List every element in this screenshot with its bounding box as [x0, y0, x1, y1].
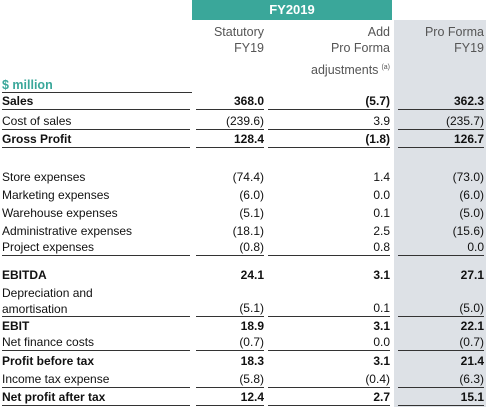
table-value: (235.7) [398, 114, 484, 130]
row-label: Net finance costs [2, 335, 190, 351]
table-value: 27.1 [460, 268, 484, 282]
table-value: (5.7) [268, 94, 390, 110]
table-value: (0.7) [196, 335, 264, 351]
table-value: 15.1 [398, 390, 484, 406]
unit-label: $ million [2, 78, 192, 93]
column-header-line: Pro Forma [330, 41, 390, 55]
column-header-line: Pro Forma [424, 25, 484, 39]
row-label: Warehouse expenses [2, 206, 118, 220]
table-value: 362.3 [398, 94, 484, 110]
table-value: 21.4 [460, 354, 484, 368]
table-value: 2.7 [268, 390, 390, 406]
table-value: (5.1) [239, 206, 264, 220]
table-value: 3.1 [373, 319, 390, 333]
table-value: 3.1 [373, 354, 390, 368]
table-value: 0.8 [268, 240, 390, 256]
row-label: EBITDA [2, 268, 47, 282]
table-value: 2.5 [373, 224, 390, 238]
row-label: EBIT [2, 319, 30, 333]
row-label: Depreciation and amortisation [2, 285, 190, 317]
table-value: (5.0) [459, 206, 484, 220]
table-value: (15.6) [452, 224, 484, 238]
table-value: 0.1 [268, 285, 390, 317]
table-value: 24.1 [240, 268, 264, 282]
table-value: (0.8) [196, 240, 264, 256]
column-header-line: adjustments (a) [311, 63, 390, 78]
table-value: 0.0 [373, 188, 390, 202]
table-value: (6.0) [239, 188, 264, 202]
column-header-line: Statutory [213, 25, 264, 39]
table-value: (239.6) [196, 114, 264, 130]
table-value: (73.0) [452, 170, 484, 184]
row-label: Income tax expense [2, 372, 190, 388]
table-value: (5.1) [196, 285, 264, 317]
table-value: (5.0) [398, 285, 484, 317]
table-value: 0.0 [268, 335, 390, 351]
column-header-line: FY19 [234, 41, 264, 55]
table-value: 18.3 [240, 354, 264, 368]
table-value: (0.4) [268, 372, 390, 388]
column-header: Add Pro Forma adjustments (a) [268, 24, 390, 78]
period-header: FY2019 [192, 0, 392, 20]
footnote-marker: (a) [381, 64, 390, 71]
table-value: 0.0 [398, 240, 484, 256]
row-label: Sales [2, 94, 190, 110]
table-value: 368.0 [196, 94, 264, 110]
column-header-line: FY19 [454, 41, 484, 55]
table-value: 18.9 [240, 319, 264, 333]
row-label: Project expenses [2, 240, 190, 256]
row-label: Net profit after tax [2, 390, 190, 406]
row-label: Store expenses [2, 170, 86, 184]
row-label: Administrative expenses [2, 224, 133, 238]
table-value: 12.4 [196, 390, 264, 406]
row-label: Cost of sales [2, 114, 190, 130]
table-value: 3.9 [268, 114, 390, 130]
row-label: Profit before tax [2, 354, 95, 368]
row-label: Gross Profit [2, 131, 190, 148]
column-header-line: Add [367, 25, 390, 39]
table-value: (6.0) [459, 188, 484, 202]
pro-forma-column-bg [394, 20, 486, 407]
row-label: Marketing expenses [2, 188, 110, 202]
table-value: (74.4) [232, 170, 264, 184]
table-value: 128.4 [196, 131, 264, 148]
column-header: Pro Forma FY19 [398, 24, 484, 56]
table-value: 126.7 [398, 131, 484, 148]
column-header: Statutory FY19 [196, 24, 264, 56]
table-value: (6.3) [398, 372, 484, 388]
table-value: (5.8) [196, 372, 264, 388]
table-value: 22.1 [460, 319, 484, 333]
table-value: 0.1 [373, 206, 390, 220]
table-value: 1.4 [373, 170, 390, 184]
table-value: 3.1 [373, 268, 390, 282]
table-value: (1.8) [268, 131, 390, 148]
table-value: (18.1) [232, 224, 264, 238]
table-value: (0.7) [398, 335, 484, 351]
